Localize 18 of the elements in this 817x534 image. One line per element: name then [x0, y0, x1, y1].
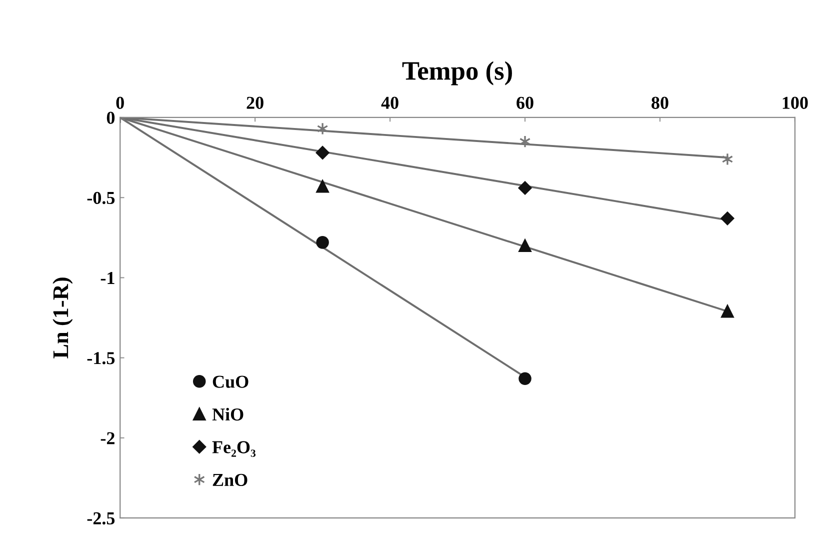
legend-label: ZnO: [212, 474, 248, 486]
x-tick-label: 60: [516, 96, 534, 109]
y-tick-label: -1.5: [87, 352, 115, 364]
x-tick-label: 40: [381, 96, 398, 109]
legend-label: Fe₂O₃: [212, 441, 256, 457]
y-axis-title: Ln (1-R): [52, 278, 73, 358]
legend-label: CuO: [212, 376, 248, 388]
x-axis-title: Tempo (s): [402, 61, 512, 86]
x-tick-label: 20: [246, 96, 264, 109]
y-tick-label: -1: [100, 272, 114, 284]
legend-label: NiO: [212, 408, 244, 421]
x-tick-label: 100: [782, 96, 808, 109]
y-tick-label: 0: [106, 112, 115, 124]
y-tick-label: -0.5: [87, 192, 115, 204]
x-tick-label: 0: [116, 96, 124, 109]
y-tick-label: -2: [100, 432, 114, 444]
y-tick-label: -2.5: [87, 512, 115, 524]
x-tick-label: 80: [652, 96, 668, 109]
